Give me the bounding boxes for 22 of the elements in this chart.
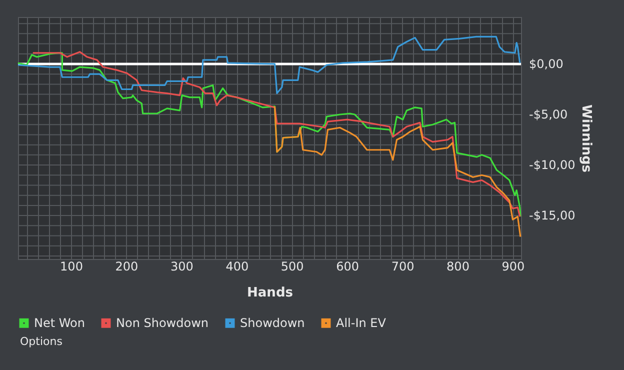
x-tick-label: 700 bbox=[391, 260, 414, 274]
y-axis-title: Winnings bbox=[578, 104, 594, 173]
x-tick-label: 600 bbox=[336, 260, 360, 274]
x-tick-label: 200 bbox=[115, 260, 138, 274]
y-tick-label: -$5,00 bbox=[529, 108, 568, 122]
legend-label: All-In EV bbox=[336, 316, 387, 330]
x-tick-label: 500 bbox=[280, 260, 304, 274]
x-tick-label: 900 bbox=[502, 260, 525, 274]
line-series bbox=[17, 36, 521, 94]
y-tick-label: $0,00 bbox=[529, 56, 564, 71]
text: Options bbox=[20, 335, 63, 348]
y-tick-label: -$10,00 bbox=[529, 158, 576, 172]
y-tick-label: -$15,00 bbox=[529, 208, 576, 223]
legend-label: Non Showdown bbox=[116, 316, 208, 330]
x-tick-label: 100 bbox=[60, 260, 83, 274]
x-axis-title: Hands bbox=[247, 286, 294, 300]
line-series bbox=[274, 106, 522, 238]
legend-label: Showdown bbox=[240, 316, 305, 330]
legend-label: Net Won bbox=[34, 316, 85, 330]
x-tick-label: 400 bbox=[226, 260, 249, 274]
x-tick-label: 800 bbox=[446, 260, 470, 274]
x-tick-label: 300 bbox=[170, 260, 194, 274]
